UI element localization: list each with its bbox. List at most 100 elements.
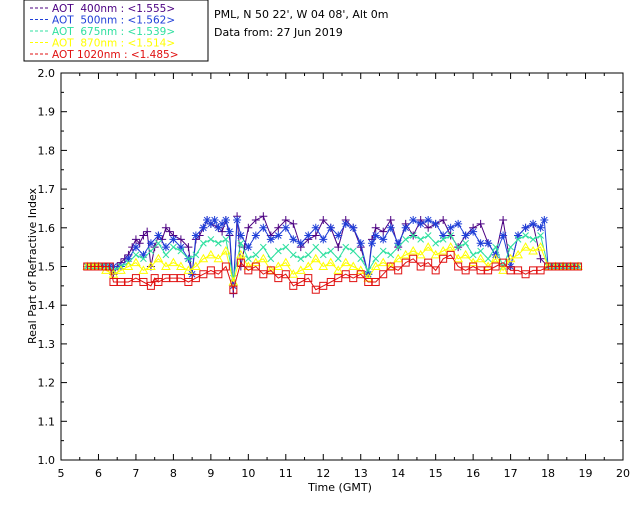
data-point <box>326 223 335 232</box>
x-tick-label: 5 <box>58 467 65 480</box>
data-point <box>274 247 282 255</box>
data-point <box>311 223 320 232</box>
data-point <box>379 270 388 279</box>
data-point <box>499 231 508 240</box>
data-point <box>267 255 275 263</box>
legend-entry: AOT 870nm : <1.514> <box>52 38 175 50</box>
y-tick-label: 2.0 <box>38 67 56 80</box>
x-tick-label: 9 <box>207 467 214 480</box>
data-point <box>124 254 133 263</box>
data-point <box>116 265 126 274</box>
data-point <box>221 262 230 271</box>
data-point <box>370 261 381 270</box>
data-point <box>529 236 537 243</box>
data-point <box>168 257 179 267</box>
data-point <box>176 261 186 270</box>
data-point <box>200 239 207 247</box>
data-point <box>266 235 275 244</box>
data-point <box>295 265 306 274</box>
data-point <box>402 236 410 243</box>
data-point <box>505 253 516 263</box>
data-point <box>206 219 215 228</box>
data-point <box>206 249 216 259</box>
data-point <box>153 253 164 263</box>
data-point <box>438 246 449 255</box>
y-tick-label: 1.9 <box>38 106 56 119</box>
data-point <box>394 243 402 251</box>
data-point <box>408 246 419 255</box>
y-tick-label: 1.2 <box>38 377 56 390</box>
data-point <box>461 231 470 240</box>
data-point <box>225 227 234 236</box>
data-point <box>282 243 290 251</box>
data-point <box>514 236 522 243</box>
data-point <box>540 216 549 225</box>
data-point <box>424 223 433 232</box>
data-point <box>214 223 223 232</box>
data-point <box>498 265 508 274</box>
data-point <box>235 249 246 259</box>
data-point <box>333 265 344 274</box>
axis-layer: 5 6 7 8 9 10 11 12 13 14 15 16 17 18 19 20 1.0 1.1 1.2 1.3 1… <box>38 67 631 480</box>
data-point <box>289 219 298 228</box>
data-point <box>327 247 335 255</box>
data-point <box>147 247 155 255</box>
data-point <box>342 243 350 251</box>
data-point <box>296 239 305 248</box>
data-point <box>446 223 455 232</box>
data-point <box>372 255 380 263</box>
x-tick-label: 19 <box>579 467 593 480</box>
legend-box <box>23 0 209 62</box>
data-point <box>356 270 365 279</box>
x-tick-label: 11 <box>279 467 293 480</box>
data-point <box>340 257 351 267</box>
data-point <box>207 236 215 243</box>
data-point <box>454 243 462 251</box>
data-point <box>259 243 267 251</box>
y-tick-label: 1.0 <box>38 454 56 467</box>
data-point <box>439 236 447 243</box>
site-label: PML, N 50 22', W 04 08', Alt 0m <box>214 8 388 21</box>
data-point <box>476 219 485 228</box>
data-point <box>349 247 357 255</box>
data-point <box>334 243 343 252</box>
data-point <box>214 270 223 279</box>
data-point <box>363 273 374 282</box>
data-point <box>447 232 455 239</box>
data-point <box>183 265 194 274</box>
data-point <box>304 231 313 240</box>
x-tick-label: 10 <box>241 467 255 480</box>
data-point <box>371 231 380 240</box>
data-point <box>139 250 148 259</box>
data-point <box>165 227 174 236</box>
data-point <box>400 249 411 259</box>
data-point <box>379 247 387 255</box>
data-point <box>477 247 484 255</box>
data-point <box>371 277 380 286</box>
data-point <box>250 257 261 267</box>
data-point <box>409 216 418 225</box>
data-point <box>237 239 245 247</box>
y-tick-label: 1.4 <box>38 299 56 312</box>
data-point <box>484 239 493 248</box>
data-point <box>432 239 440 247</box>
data-point <box>364 267 372 274</box>
series-2 <box>83 232 582 282</box>
data-point <box>236 258 245 267</box>
data-point <box>462 239 469 247</box>
data-point <box>424 216 433 225</box>
data-point <box>146 261 156 270</box>
data-point <box>468 257 478 267</box>
data-point <box>371 223 380 232</box>
x-tick-label: 8 <box>170 467 177 480</box>
data-point <box>199 223 208 232</box>
y-tick-label: 1.1 <box>38 415 56 428</box>
y-axis-title: Real Part of Refractive Index <box>26 187 39 344</box>
data-point <box>528 246 538 255</box>
y-tick-label: 1.8 <box>38 144 56 157</box>
data-point <box>334 255 342 263</box>
data-point <box>203 216 212 225</box>
data-point <box>281 216 290 225</box>
data-point <box>289 251 297 259</box>
x-tick-label: 16 <box>466 467 480 480</box>
